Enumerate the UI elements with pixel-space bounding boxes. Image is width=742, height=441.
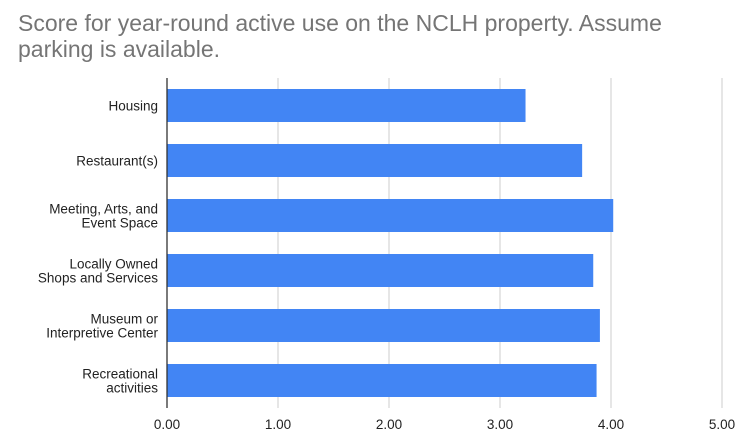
bar [167, 199, 614, 232]
category-label-line: activities [106, 381, 158, 396]
gridlines [277, 78, 723, 408]
bar [167, 309, 600, 342]
x-tick-label: 0.00 [154, 417, 180, 432]
bar [167, 364, 597, 397]
category-label: Meeting, Arts, and Event Space [49, 202, 158, 231]
x-tick-labels: 0.00 1.00 2.00 3.00 4.00 5.00 [154, 417, 735, 432]
category-label: Museum or Interpretive Center [46, 312, 158, 341]
category-label-line: Museum or [90, 312, 158, 327]
x-tick-label: 1.00 [265, 417, 291, 432]
category-label-line: Recreational [82, 367, 158, 382]
chart-title: Score for year-round active use on the N… [18, 10, 662, 62]
bars [167, 89, 614, 397]
x-tick-label: 4.00 [598, 417, 624, 432]
bar [167, 144, 583, 177]
category-label: Housing [108, 99, 158, 114]
category-label-line: Interpretive Center [46, 326, 158, 341]
bar [167, 89, 526, 122]
category-label-line: Housing [108, 99, 158, 114]
category-label: Restaurant(s) [76, 154, 158, 169]
category-label-line: Shops and Services [38, 271, 158, 286]
category-label-line: Locally Owned [69, 257, 158, 272]
category-label-line: Meeting, Arts, and [49, 202, 158, 217]
x-tick-label: 5.00 [709, 417, 735, 432]
bar [167, 254, 594, 287]
category-label-line: Event Space [81, 216, 158, 231]
x-tick-label: 3.00 [487, 417, 513, 432]
category-label: Recreational activities [82, 367, 158, 396]
category-label: Locally Owned Shops and Services [38, 257, 158, 286]
category-label-line: Restaurant(s) [76, 154, 158, 169]
x-tick-label: 2.00 [376, 417, 402, 432]
category-labels: Housing Restaurant(s) Meeting, Arts, and Ev… [38, 99, 159, 396]
